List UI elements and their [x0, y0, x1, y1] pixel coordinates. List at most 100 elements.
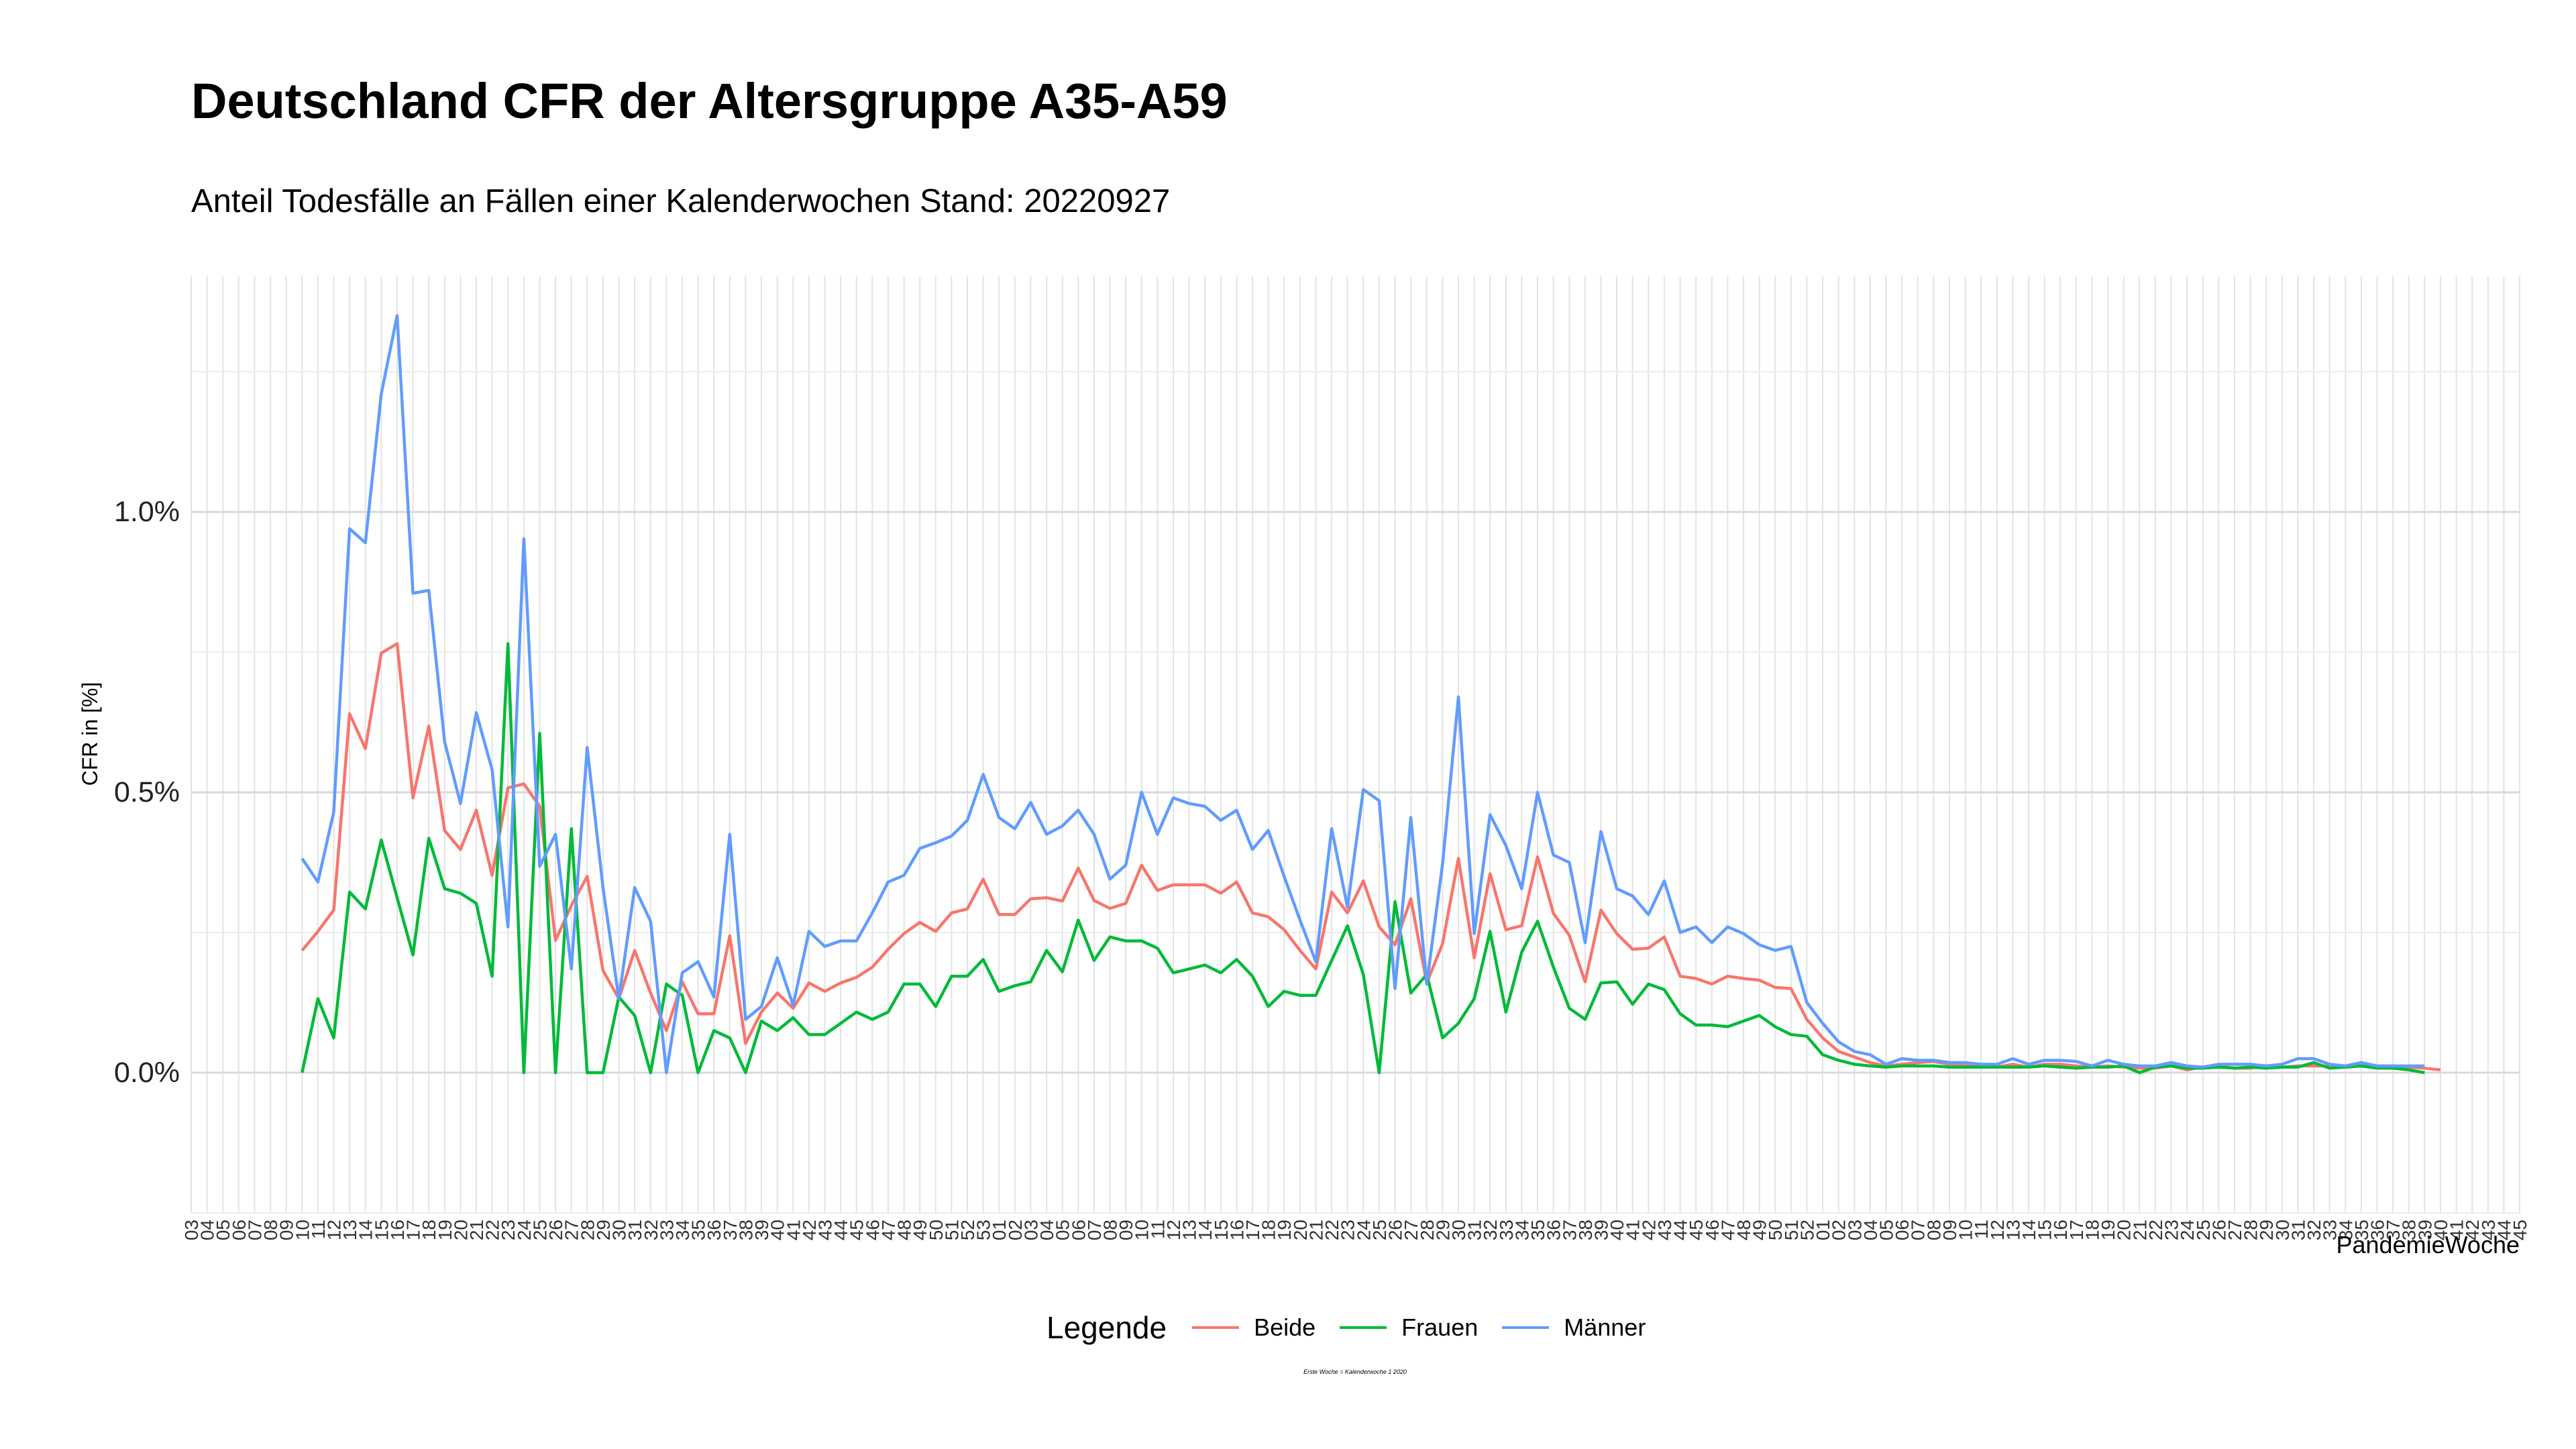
y-tick-label: 0.5%	[114, 776, 180, 808]
x-tick-label: 13	[1179, 1220, 1200, 1240]
x-tick-label: 19	[1274, 1220, 1295, 1240]
x-tick-label: 38	[1575, 1220, 1596, 1240]
legend-item-frauen: Frauen	[1340, 1313, 1478, 1342]
x-tick-label: 09	[1939, 1220, 1960, 1240]
x-tick-label: 37	[1559, 1220, 1580, 1240]
x-tick-label: 42	[1638, 1220, 1659, 1240]
x-tick-label: 20	[1290, 1220, 1311, 1240]
x-tick-label: 34	[1511, 1220, 1532, 1240]
x-tick-label: 36	[704, 1220, 724, 1240]
chart-subtitle: Anteil Todesfälle an Fällen einer Kalend…	[191, 183, 1171, 219]
x-tick-label: 33	[656, 1220, 677, 1240]
x-tick-label: 16	[387, 1220, 408, 1240]
x-tick-label: 02	[1005, 1220, 1026, 1240]
x-tick-label: 40	[2430, 1220, 2451, 1240]
x-tick-label: 04	[1860, 1220, 1881, 1240]
x-tick-label: 24	[2177, 1220, 2198, 1240]
chart-title: Deutschland CFR der Altersgruppe A35-A59	[191, 73, 1228, 129]
x-tick-label: 05	[1053, 1220, 1073, 1240]
x-tick-label: 52	[1796, 1220, 1817, 1240]
legend-title: Legende	[1046, 1310, 1167, 1345]
x-tick-label: 05	[213, 1220, 233, 1240]
x-tick-label: 16	[2050, 1220, 2071, 1240]
x-tick-label: 20	[450, 1220, 471, 1240]
x-tick-label: 41	[1623, 1220, 1644, 1240]
x-tick-label: 31	[625, 1220, 645, 1240]
x-tick-label: 17	[403, 1220, 424, 1240]
x-tick-label: 23	[1338, 1220, 1358, 1240]
series-line-beide	[301, 642, 2441, 1072]
x-tick-label: 21	[466, 1220, 487, 1240]
legend-key-maenner	[1502, 1326, 1550, 1329]
x-tick-label: 47	[878, 1220, 899, 1240]
x-tick-label: 25	[530, 1220, 551, 1240]
x-tick-label: 38	[735, 1220, 756, 1240]
x-tick-label: 50	[1765, 1220, 1786, 1240]
x-tick-label: 29	[1432, 1220, 1453, 1240]
x-tick-label: 31	[1464, 1220, 1485, 1240]
x-tick-label: 03	[1020, 1220, 1041, 1240]
x-tick-label: 26	[2208, 1220, 2229, 1240]
x-tick-label: 34	[672, 1220, 693, 1240]
chart-caption: Erste Woche = Kalenderwoche 1 2020	[1303, 1368, 1407, 1375]
y-tick-labels: 0.0% 0.5% 1.0%	[114, 496, 180, 1089]
x-tick-label: 15	[371, 1220, 392, 1240]
x-tick-label: 30	[2272, 1220, 2293, 1240]
x-tick-label: 40	[1607, 1220, 1627, 1240]
x-tick-label: 43	[815, 1220, 836, 1240]
x-tick-label: 04	[1036, 1220, 1057, 1240]
x-tick-label: 11	[1971, 1220, 1992, 1239]
x-tick-label: 10	[1955, 1220, 1976, 1240]
x-tick-label: 07	[1908, 1220, 1929, 1240]
x-tick-label: 43	[2478, 1220, 2499, 1240]
x-tick-label: 19	[2098, 1220, 2118, 1240]
x-tick-label: 28	[1417, 1220, 1438, 1240]
x-tick-label: 49	[910, 1220, 930, 1240]
x-tick-label: 12	[1163, 1220, 1184, 1240]
x-tick-label: 06	[1068, 1220, 1089, 1240]
series-lines	[301, 314, 2441, 1075]
x-tick-label: 11	[1147, 1220, 1168, 1239]
x-tick-label: 51	[941, 1220, 962, 1240]
x-tick-label: 50	[926, 1220, 947, 1240]
x-tick-label: 43	[1654, 1220, 1675, 1240]
x-tick-label: 27	[1401, 1220, 1421, 1240]
x-tick-label: 46	[862, 1220, 883, 1240]
x-tick-label: 45	[1686, 1220, 1707, 1240]
x-tick-label: 06	[229, 1220, 250, 1240]
legend-item-maenner: Männer	[1502, 1313, 1646, 1342]
x-tick-label: 08	[260, 1220, 281, 1240]
x-tick-label: 06	[1892, 1220, 1913, 1240]
x-tick-label: 31	[2288, 1220, 2308, 1240]
x-tick-label: 01	[1813, 1220, 1833, 1240]
x-tick-label: 44	[1670, 1220, 1691, 1240]
legend: Legende Beide Frauen Männer	[1046, 1309, 1670, 1346]
x-tick-label: 10	[292, 1220, 313, 1240]
x-tick-label: 32	[641, 1220, 661, 1240]
x-tick-label: 37	[720, 1220, 741, 1240]
x-tick-label: 18	[2082, 1220, 2103, 1240]
x-tick-label: 20	[2114, 1220, 2135, 1240]
x-tick-label: 38	[2399, 1220, 2420, 1240]
x-tick-label: 28	[577, 1220, 598, 1240]
x-tick-label: 40	[767, 1220, 788, 1240]
x-tick-label: 33	[2320, 1220, 2341, 1240]
x-tick-label: 09	[276, 1220, 297, 1240]
x-tick-label: 02	[1829, 1220, 1849, 1240]
x-tick-label: 39	[2414, 1220, 2435, 1240]
legend-key-beide	[1192, 1326, 1240, 1329]
legend-label-maenner: Männer	[1564, 1313, 1646, 1341]
x-tick-label: 51	[1781, 1220, 1802, 1240]
x-tick-label: 03	[1844, 1220, 1865, 1240]
x-tick-label: 19	[435, 1220, 455, 1240]
x-axis-title: PandemieWoche	[2337, 1231, 2520, 1258]
x-tick-label: 47	[1717, 1220, 1738, 1240]
x-tick-label: 36	[1544, 1220, 1564, 1240]
x-tick-label: 42	[2462, 1220, 2483, 1240]
x-tick-label: 23	[498, 1220, 519, 1240]
y-tick-label: 0.0%	[114, 1057, 180, 1089]
legend-key-frauen	[1340, 1326, 1387, 1329]
x-tick-label: 04	[197, 1220, 218, 1240]
x-tick-label: 29	[2256, 1220, 2277, 1240]
x-tick-label: 45	[847, 1220, 867, 1240]
